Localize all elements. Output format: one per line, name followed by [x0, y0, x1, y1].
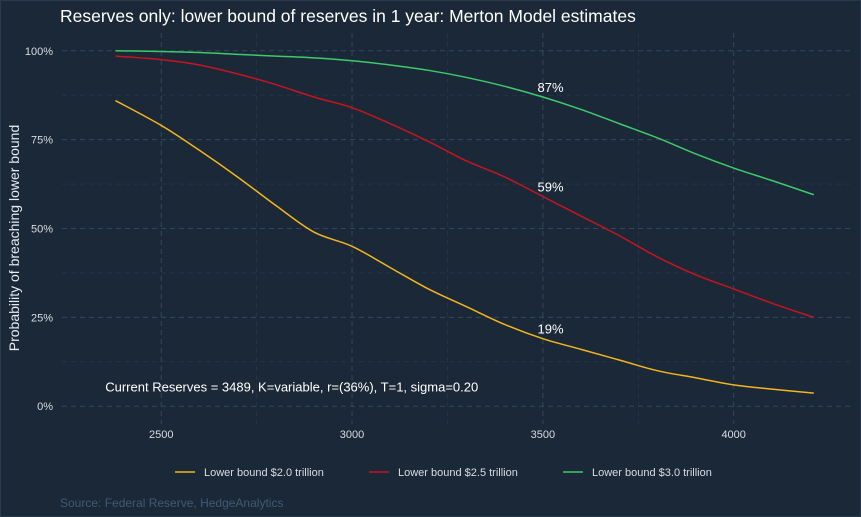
y-axis-label: Probability of breaching lower bound [6, 125, 22, 351]
legend: Lower bound $2.0 trillion Lower bound $2.… [175, 467, 712, 479]
point-label: 19% [537, 322, 563, 337]
model-parameters-annotation: Current Reserves = 3489, K=variable, r=(… [105, 379, 478, 394]
x-tick-label: 2500 [149, 429, 173, 441]
point-label: 59% [537, 180, 563, 195]
x-tick-label: 3500 [531, 429, 555, 441]
y-tick-label: 50% [31, 224, 53, 236]
source-note: Source: Federal Reserve, HedgeAnalytics [60, 496, 283, 510]
point-label: 87% [537, 80, 563, 95]
series-line-1 [115, 55, 815, 319]
series-line-2 [115, 50, 815, 196]
x-tick-label: 3000 [340, 429, 364, 441]
y-tick-label: 0% [37, 401, 53, 413]
series-line-0 [115, 99, 814, 394]
legend-label: Lower bound $2.5 trillion [398, 467, 518, 479]
grid-lines [62, 33, 852, 424]
y-tick-label: 75% [31, 135, 53, 147]
y-tick-label: 25% [31, 312, 53, 324]
x-tick-label: 4000 [721, 429, 745, 441]
axis-ticks: 2500 3000 3500 4000 0% 25% 50% 75% 100% [25, 46, 746, 441]
chart-title: Reserves only: lower bound of reserves i… [60, 6, 636, 26]
point-labels: 87% 59% 19% [537, 80, 563, 337]
y-tick-label: 100% [25, 46, 53, 58]
legend-label: Lower bound $2.0 trillion [204, 467, 324, 479]
series-lines [115, 50, 815, 394]
legend-label: Lower bound $3.0 trillion [592, 467, 712, 479]
